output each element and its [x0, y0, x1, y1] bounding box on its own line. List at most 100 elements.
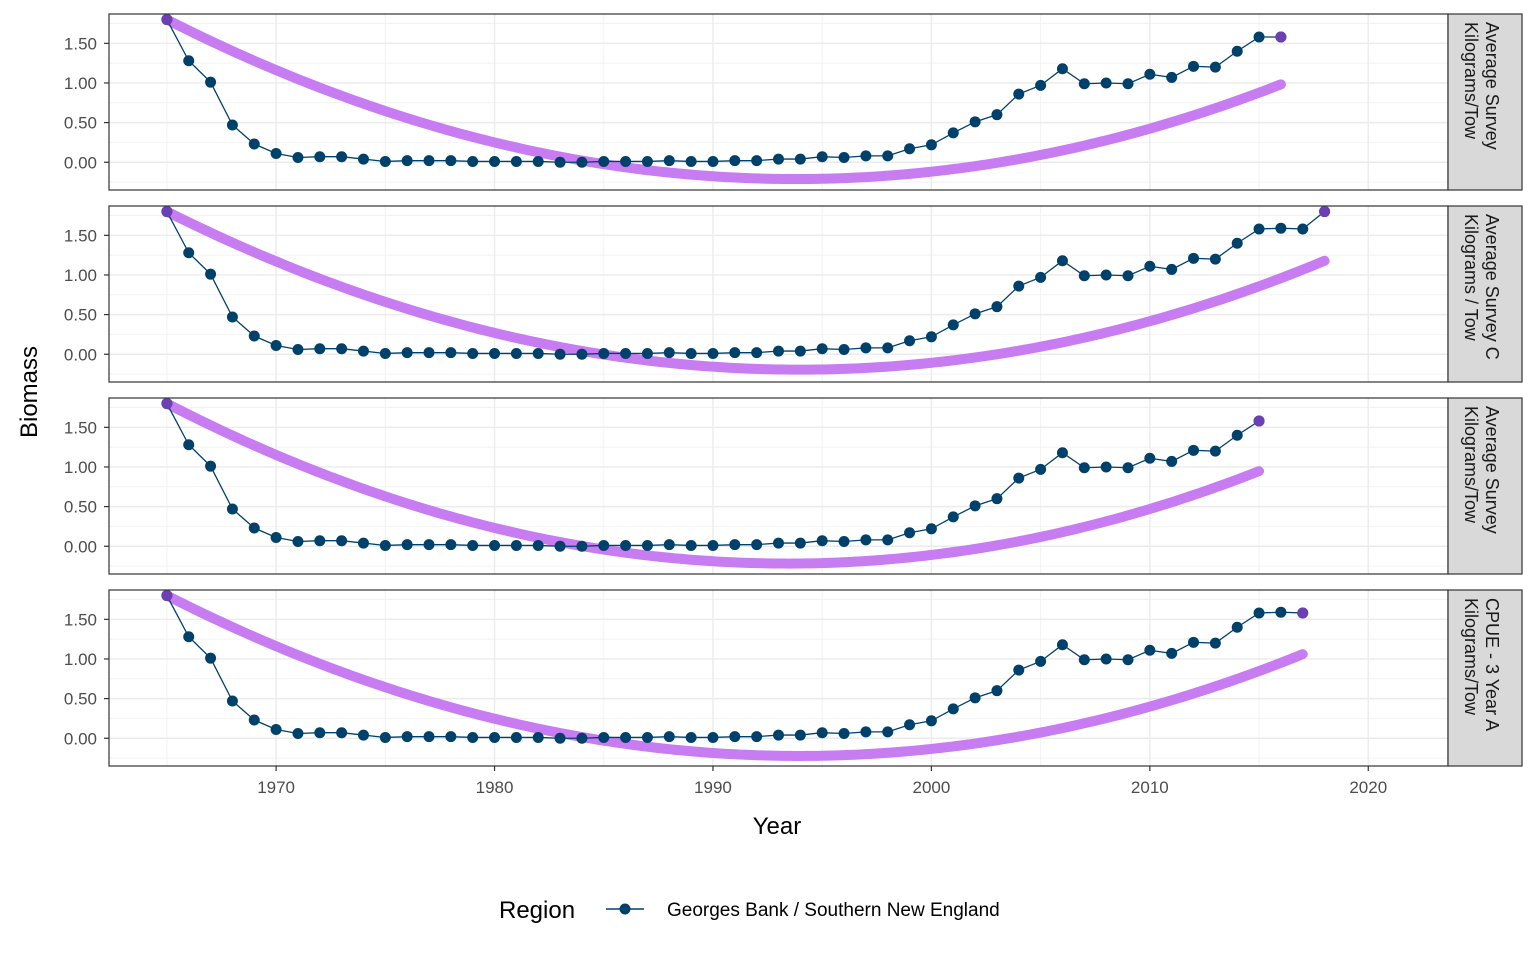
data-point	[532, 155, 544, 167]
facet-panel-2: 0.00 0.50 1.00 1.50 Average Survey CKilogram…	[64, 205, 1523, 383]
data-point	[991, 685, 1003, 697]
data-point	[925, 715, 937, 727]
data-point	[401, 731, 413, 743]
x-tick-label: 1970	[257, 778, 295, 797]
data-point	[1122, 654, 1134, 666]
data-point	[620, 347, 632, 359]
series-line	[166, 19, 1281, 163]
data-point	[794, 729, 806, 741]
data-point	[576, 156, 588, 168]
data-point	[183, 439, 195, 451]
data-point	[969, 308, 981, 320]
data-point	[576, 348, 588, 360]
data-point	[445, 539, 457, 551]
endpoint-marker-start	[161, 14, 173, 26]
data-point	[707, 731, 719, 743]
data-point	[510, 347, 522, 359]
x-tick-label: 2000	[912, 778, 950, 797]
data-point	[1188, 60, 1200, 72]
y-tick-label: 0.50	[64, 690, 97, 709]
data-point	[292, 535, 304, 547]
data-point	[1013, 664, 1025, 676]
legend-key-point	[619, 903, 631, 915]
data-point	[510, 539, 522, 551]
data-point	[685, 347, 697, 359]
data-point	[532, 347, 544, 359]
data-point	[729, 347, 741, 359]
data-point	[773, 537, 784, 549]
data-point	[467, 539, 479, 551]
y-tick-label: 1.00	[64, 74, 97, 93]
data-point	[445, 155, 457, 167]
data-point	[620, 539, 632, 551]
data-point	[183, 55, 195, 67]
data-point	[183, 631, 195, 643]
data-point	[489, 731, 501, 743]
data-point	[641, 731, 653, 743]
data-point	[598, 539, 610, 551]
facet-strip	[1447, 397, 1523, 575]
data-point	[270, 532, 282, 544]
data-point	[751, 731, 763, 743]
data-point	[554, 732, 566, 744]
data-point	[1035, 79, 1047, 91]
data-point	[357, 153, 369, 165]
endpoint-marker-end	[1319, 206, 1331, 218]
data-point	[532, 731, 544, 743]
data-point	[707, 347, 719, 359]
y-tick-label: 0.00	[64, 537, 97, 556]
panel-data	[161, 206, 1331, 375]
data-point	[248, 522, 260, 534]
data-point	[554, 156, 566, 168]
data-point	[445, 731, 457, 743]
data-point	[838, 727, 850, 739]
data-point	[532, 539, 544, 551]
y-tick-label: 0.50	[64, 498, 97, 517]
data-point	[489, 347, 501, 359]
data-point	[1166, 647, 1178, 659]
data-point	[205, 268, 217, 280]
data-point	[270, 340, 282, 352]
legend-entry-label: Georges Bank / Southern New England	[667, 900, 1000, 921]
data-point	[882, 342, 894, 354]
data-point	[685, 155, 697, 167]
data-point	[1122, 270, 1134, 282]
data-point	[860, 342, 872, 354]
data-point	[205, 460, 217, 472]
data-point	[947, 127, 959, 139]
data-point	[1100, 461, 1112, 473]
data-point	[314, 727, 326, 739]
data-point	[423, 539, 435, 551]
data-point	[1056, 255, 1068, 267]
data-point	[379, 347, 391, 359]
data-point	[904, 719, 916, 731]
data-point	[1188, 444, 1200, 456]
data-point	[751, 155, 763, 167]
data-point	[183, 247, 195, 259]
panel-data	[161, 14, 1287, 185]
data-point	[794, 345, 806, 357]
y-tick-label: 0.00	[64, 729, 97, 748]
y-tick-label: 1.50	[64, 418, 97, 437]
data-point	[925, 523, 937, 535]
endpoint-marker-end	[1275, 31, 1287, 43]
data-point	[773, 729, 784, 741]
data-point	[336, 727, 348, 739]
data-point	[816, 535, 828, 547]
facet-strip	[1447, 205, 1523, 383]
data-point	[882, 150, 894, 162]
data-point	[292, 727, 304, 739]
x-tick-label: 2020	[1349, 778, 1387, 797]
data-point	[314, 151, 326, 163]
facet-strip-label-line: CPUE - 3 Year A	[1482, 598, 1502, 731]
x-tick-label: 2010	[1131, 778, 1169, 797]
data-point	[423, 347, 435, 359]
data-point	[1144, 68, 1156, 80]
data-point	[794, 537, 806, 549]
data-point	[1188, 252, 1200, 264]
data-point	[1231, 45, 1243, 57]
data-point	[641, 347, 653, 359]
data-point	[248, 714, 260, 726]
data-point	[423, 731, 435, 743]
